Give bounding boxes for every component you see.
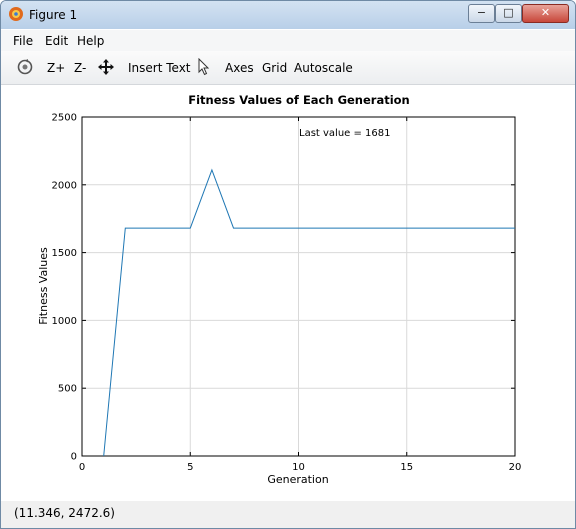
x-axis-label: Generation (267, 473, 328, 486)
maximize-button[interactable]: □ (495, 4, 522, 23)
x-tick-label-2: 10 (292, 462, 305, 473)
y-tick-label-1: 500 (58, 384, 77, 395)
title-bar[interactable]: Figure 1 − □ ✕ (1, 1, 575, 29)
rotate-icon[interactable] (16, 58, 34, 76)
zoom-out-button[interactable]: Z- (74, 61, 87, 75)
window-title: Figure 1 (29, 8, 78, 22)
x-tick-label-4: 20 (509, 462, 522, 473)
x-tick-label-3: 15 (400, 462, 413, 473)
y-tick-label-5: 2500 (52, 113, 77, 124)
series-line-fitness (103, 168, 515, 457)
insert-text-button[interactable]: Insert Text (128, 61, 191, 75)
x-tick-label-0: 0 (79, 462, 85, 473)
y-axis-label: Fitness Values (37, 247, 50, 325)
pan-icon[interactable] (97, 58, 115, 76)
close-button[interactable]: ✕ (522, 4, 569, 23)
y-tick-label-0: 0 (71, 452, 77, 463)
status-bar: (11.346, 2472.6) (1, 501, 575, 528)
grid-lines (82, 117, 515, 456)
pointer-icon[interactable] (197, 58, 211, 76)
axes-button[interactable]: Axes (225, 61, 254, 75)
menu-edit[interactable]: Edit (45, 34, 69, 48)
axis-ticks: 0 5 10 15 20 0 500 1000 1500 2000 2500 (52, 113, 522, 474)
chart-title: Fitness Values of Each Generation (188, 93, 410, 107)
cursor-coordinates: (11.346, 2472.6) (14, 506, 115, 520)
x-tick-label-1: 5 (187, 462, 193, 473)
series-lines (103, 168, 515, 457)
zoom-in-button[interactable]: Z+ (47, 61, 66, 75)
minimize-button[interactable]: − (468, 4, 495, 23)
annotation-last-value: Last value = 1681 (299, 128, 391, 139)
autoscale-button[interactable]: Autoscale (294, 61, 353, 75)
menu-file[interactable]: File (13, 34, 34, 48)
figure-toolbar: Z+ Z- Insert Text Axes Grid Autoscale (1, 51, 575, 85)
y-tick-label-2: 1000 (52, 316, 77, 327)
octave-logo-icon (9, 7, 23, 21)
plot-area[interactable]: Fitness Values of Each Generation 0 5 10 15… (1, 85, 575, 501)
y-tick-label-4: 2000 (52, 180, 77, 191)
y-tick-label-3: 1500 (52, 248, 77, 259)
chart[interactable]: Fitness Values of Each Generation 0 5 10 15… (1, 85, 575, 501)
menu-bar: File Edit Help (1, 30, 575, 51)
grid-button[interactable]: Grid (262, 61, 288, 75)
menu-help[interactable]: Help (77, 34, 105, 48)
